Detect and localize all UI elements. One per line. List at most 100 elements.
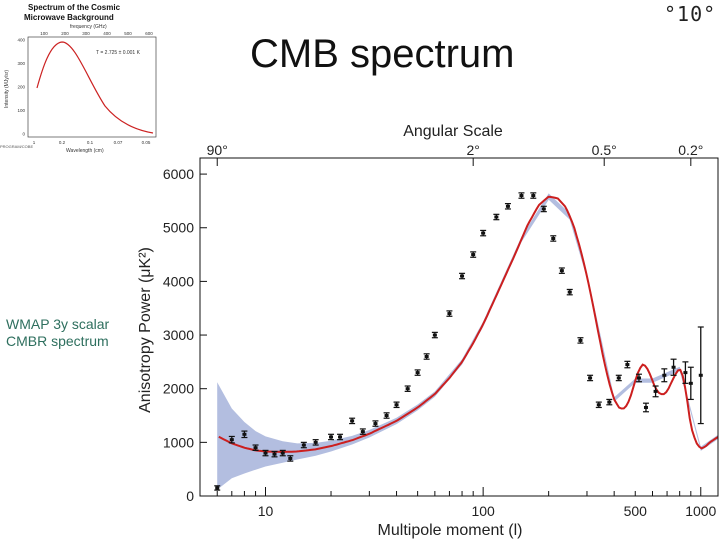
data-point — [459, 272, 466, 280]
data-point — [518, 192, 525, 199]
model-curve — [218, 195, 719, 454]
inset-x-tick-label: 0.2 — [59, 140, 66, 145]
inset-y-tick-label: 0 — [22, 132, 25, 137]
data-point — [312, 439, 319, 446]
data-point — [558, 267, 565, 274]
model-curve-layer — [218, 195, 719, 454]
inset-x-ticks: 1 0.2 0.1 0.07 0.05 — [33, 140, 151, 145]
cmb-power-spectrum-chart: Angular Scale Anisotropy Power (μK²) Mul… — [137, 123, 719, 539]
inset-title-2: Microwave Background — [24, 13, 114, 22]
data-point — [615, 374, 622, 382]
y-tick-label: 3000 — [163, 327, 194, 343]
caption-line-2: CMBR spectrum — [6, 333, 109, 349]
data-point — [595, 401, 602, 409]
data-point — [587, 374, 594, 382]
chart-title: Angular Scale — [403, 123, 503, 140]
data-point — [228, 435, 235, 444]
caption-line-1: WMAP 3y scalar — [6, 316, 110, 332]
data-point — [337, 433, 344, 441]
inset-y-tick-label: 200 — [17, 85, 25, 90]
inset-top-tick-label: 400 — [103, 31, 111, 36]
data-point — [300, 441, 307, 449]
inset-top-tick-label: 500 — [124, 31, 132, 36]
data-point — [359, 428, 366, 435]
top-tick-label: 90° — [207, 142, 228, 158]
y-tick-label: 1000 — [163, 434, 194, 450]
inset-top-axis-label: frequency (GHz) — [70, 24, 107, 30]
top-tick-label: 0.5° — [592, 142, 617, 158]
data-point — [404, 385, 411, 392]
inset-plot-frame — [27, 36, 157, 138]
data-point — [349, 417, 356, 425]
inset-title-1: Spectrum of the Cosmic — [28, 3, 121, 12]
inset-blackbody-curve — [36, 41, 154, 134]
caption: WMAP 3y scalar CMBR spectrum — [6, 316, 109, 350]
data-point — [279, 449, 286, 457]
top-tick-label: 0.2° — [678, 142, 703, 158]
inset-x-label: Wavelength (cm) — [66, 148, 104, 154]
data-point — [550, 235, 557, 242]
inset-y-label: Intensity (MJy/sr) — [4, 70, 10, 108]
inset-top-tick-label: 100 — [40, 31, 48, 36]
inset-top-tick-label: 200 — [61, 31, 69, 36]
data-point — [480, 229, 487, 237]
y-tick-label: 4000 — [163, 273, 194, 289]
data-point — [252, 444, 259, 451]
inset-top-tick-label: 300 — [82, 31, 90, 36]
plot-frame — [199, 157, 719, 497]
data-point — [383, 412, 390, 419]
data-point — [670, 358, 677, 376]
inset-y-tick-label: 400 — [17, 38, 25, 43]
data-point — [423, 353, 430, 360]
x-tick-label: 10 — [258, 503, 274, 519]
data-point — [566, 288, 573, 296]
data-point — [214, 485, 221, 491]
data-point — [414, 369, 421, 376]
data-point — [328, 433, 335, 441]
data-point — [262, 449, 269, 457]
inset-x-tick-label: 0.07 — [114, 140, 123, 145]
y-axis-label: Anisotropy Power (μK²) — [137, 247, 154, 413]
slide-title: CMB spectrum — [250, 32, 515, 76]
data-point — [635, 373, 642, 383]
top-tick-label: 2° — [466, 142, 479, 158]
data-point — [372, 420, 379, 427]
data-point — [446, 310, 453, 317]
inset-annotation: T = 2.725 ± 0.001 K — [96, 50, 141, 56]
inset-x-tick-label: 0.1 — [87, 140, 94, 145]
x-tick-label: 100 — [471, 503, 495, 519]
data-point — [606, 398, 613, 406]
inset-y-ticks: 400 300 200 100 0 — [17, 38, 25, 137]
data-point — [241, 430, 248, 439]
y-tick-label: 5000 — [163, 220, 194, 236]
data-point — [540, 205, 547, 213]
inset-top-tick-label: 600 — [145, 31, 153, 36]
inset-y-tick-label: 300 — [17, 61, 25, 66]
y-tick-label: 2000 — [163, 381, 194, 397]
data-points-layer — [214, 192, 704, 491]
slide-number: °10° — [664, 2, 717, 26]
data-point — [661, 368, 668, 383]
data-point — [470, 251, 477, 258]
inset-y-tick-label: 100 — [17, 108, 25, 113]
data-point — [652, 385, 659, 398]
data-point — [504, 203, 511, 210]
inset-x-tick-label: 0.05 — [142, 140, 151, 145]
x-tick-label: 500 — [624, 503, 648, 519]
tick-labels: 0 1000 2000 3000 4000 5000 6000 10 100 500 1000 90°… — [163, 142, 717, 519]
error-band-layer — [217, 193, 718, 490]
inset-credit: PROGRAM/COBE — [0, 144, 33, 149]
y-tick-label: 6000 — [163, 166, 194, 182]
data-point — [393, 401, 400, 409]
y-tick-label: 0 — [186, 488, 194, 504]
data-point — [624, 360, 631, 369]
x-axis-label: Multipole moment (l) — [378, 522, 523, 539]
cobe-inset-chart: Spectrum of the Cosmic Microwave Backgro… — [0, 3, 157, 154]
data-point — [530, 192, 537, 199]
data-point — [642, 402, 649, 413]
data-point — [577, 337, 584, 344]
data-point — [431, 331, 438, 339]
axis-ticks — [199, 158, 702, 497]
data-point — [493, 213, 500, 221]
inset-x-tick-label: 1 — [33, 140, 36, 145]
